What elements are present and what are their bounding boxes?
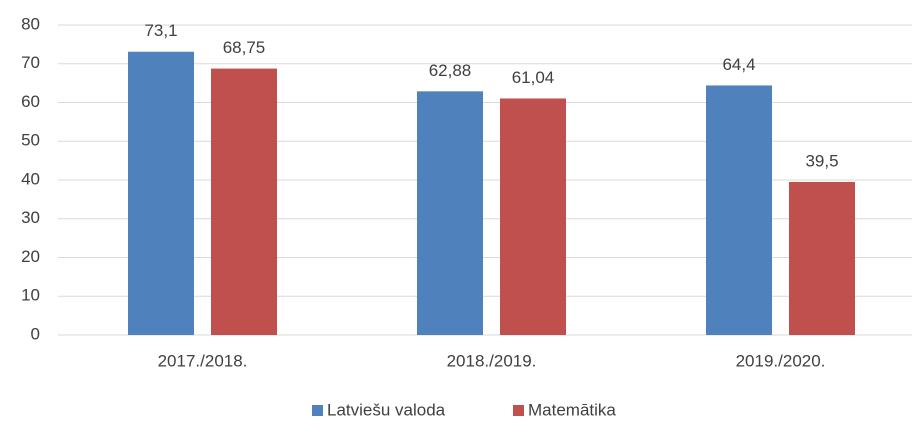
x-tick-label: 2017./2018. [158, 351, 248, 370]
bar [500, 98, 566, 335]
data-label: 73,1 [144, 21, 177, 40]
y-tick-label: 10 [21, 286, 40, 305]
y-tick-label: 60 [21, 92, 40, 111]
bar [417, 91, 483, 335]
y-tick-label: 70 [21, 53, 40, 72]
data-label: 68,75 [223, 38, 266, 57]
data-label: 62,88 [429, 61, 472, 80]
y-tick-label: 80 [21, 14, 40, 33]
data-label: 64,4 [722, 55, 755, 74]
y-tick-label: 50 [21, 131, 40, 150]
bar [128, 51, 194, 336]
legend-label: Latviešu valoda [327, 400, 446, 419]
legend-swatch [312, 405, 323, 416]
data-label: 39,5 [805, 151, 838, 170]
y-tick-label: 40 [21, 169, 40, 188]
legend-label: Matemātika [528, 400, 616, 419]
bar [211, 68, 277, 335]
y-tick-label: 30 [21, 208, 40, 227]
x-tick-label: 2018./2019. [447, 351, 537, 370]
y-tick-label: 0 [31, 324, 40, 343]
bar [789, 181, 855, 335]
x-tick-label: 2019./2020. [736, 351, 826, 370]
legend-swatch [513, 405, 524, 416]
bar [706, 85, 772, 335]
data-label: 61,04 [512, 68, 555, 87]
y-tick-label: 20 [21, 247, 40, 266]
